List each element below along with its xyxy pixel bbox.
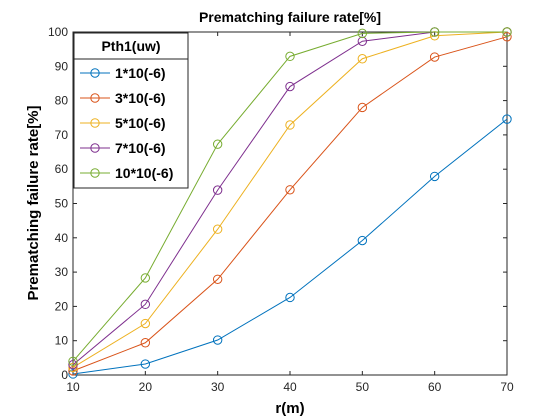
legend: Pth1(uw) 1*10(-6) 3*10(-6) 5*10(-6) 7*10(-6)… — [73, 32, 189, 189]
legend-item: 7*10(-6) — [80, 140, 166, 156]
data-point — [285, 120, 295, 130]
legend-label: 3*10(-6) — [115, 90, 166, 106]
legend-marker — [90, 143, 100, 153]
y-tick-label: 70 — [55, 128, 69, 142]
y-tick-label: 100 — [48, 25, 68, 39]
y-tick-label: 10 — [55, 334, 69, 348]
series-1 — [68, 114, 512, 379]
y-tick-label: 90 — [55, 59, 69, 73]
data-point — [140, 273, 151, 283]
y-tick-label: 30 — [55, 265, 69, 279]
data-point — [357, 54, 368, 64]
y-tick-label: 60 — [55, 162, 69, 176]
legend-item: 5*10(-6) — [80, 115, 166, 131]
data-point — [502, 27, 512, 37]
data-point — [68, 362, 78, 373]
x-tick-label: 50 — [356, 380, 370, 394]
legend-item: 1*10(-6) — [80, 65, 166, 81]
data-point — [140, 338, 151, 348]
data-point — [502, 32, 512, 42]
y-axis-label: Prematching failure rate[%] — [25, 105, 42, 300]
x-tick-label: 60 — [428, 380, 442, 394]
legend-marker — [90, 93, 100, 103]
x-tick-label: 30 — [211, 380, 225, 394]
chart-title: Prematching failure rate[%] — [199, 9, 381, 25]
x-tick-label: 20 — [139, 380, 153, 394]
legend-label: 5*10(-6) — [115, 115, 166, 131]
data-point — [429, 27, 440, 37]
data-point — [140, 359, 151, 369]
series-line — [72, 31, 507, 362]
data-point — [285, 81, 295, 92]
data-point — [68, 369, 78, 379]
legend-label: 1*10(-6) — [115, 65, 166, 81]
series-2 — [68, 32, 512, 376]
data-point — [429, 52, 440, 62]
data-point — [357, 36, 368, 46]
data-point — [212, 185, 223, 195]
legend-title: Pth1(uw) — [101, 38, 160, 54]
y-tick-label: 20 — [55, 299, 69, 313]
series-line — [72, 118, 508, 375]
legend-marker — [90, 68, 100, 78]
data-point — [357, 102, 368, 113]
data-point — [357, 235, 368, 246]
data-point — [68, 360, 78, 370]
data-point — [212, 224, 223, 234]
data-point — [140, 318, 151, 329]
legend-item: 10*10(-6) — [80, 165, 173, 181]
legend-label: 10*10(-6) — [115, 165, 173, 181]
data-point — [502, 114, 512, 124]
data-point — [68, 366, 78, 376]
series-layer — [68, 27, 512, 379]
data-point — [285, 292, 295, 303]
legend-label: 7*10(-6) — [115, 140, 166, 156]
data-point — [140, 299, 151, 310]
data-point — [357, 28, 368, 39]
legend-item: 3*10(-6) — [80, 90, 166, 106]
data-point — [429, 171, 440, 182]
y-tick-label: 50 — [55, 197, 69, 211]
y-tick-label: 40 — [55, 231, 69, 245]
legend-marker — [90, 168, 100, 178]
data-point — [285, 51, 295, 62]
data-point — [212, 274, 223, 285]
x-tick-label: 40 — [283, 380, 297, 394]
data-point — [212, 335, 223, 345]
series-5 — [68, 27, 512, 366]
data-point — [212, 139, 223, 149]
series-line — [72, 36, 508, 372]
y-tick-label: 80 — [55, 94, 69, 108]
y-tick-label: 0 — [61, 368, 68, 382]
x-tick-label: 70 — [500, 380, 514, 394]
x-tick-label: 10 — [66, 380, 80, 394]
legend-marker — [90, 118, 100, 128]
data-point — [285, 185, 295, 195]
x-axis-label: r(m) — [275, 400, 304, 417]
data-point — [68, 356, 78, 366]
